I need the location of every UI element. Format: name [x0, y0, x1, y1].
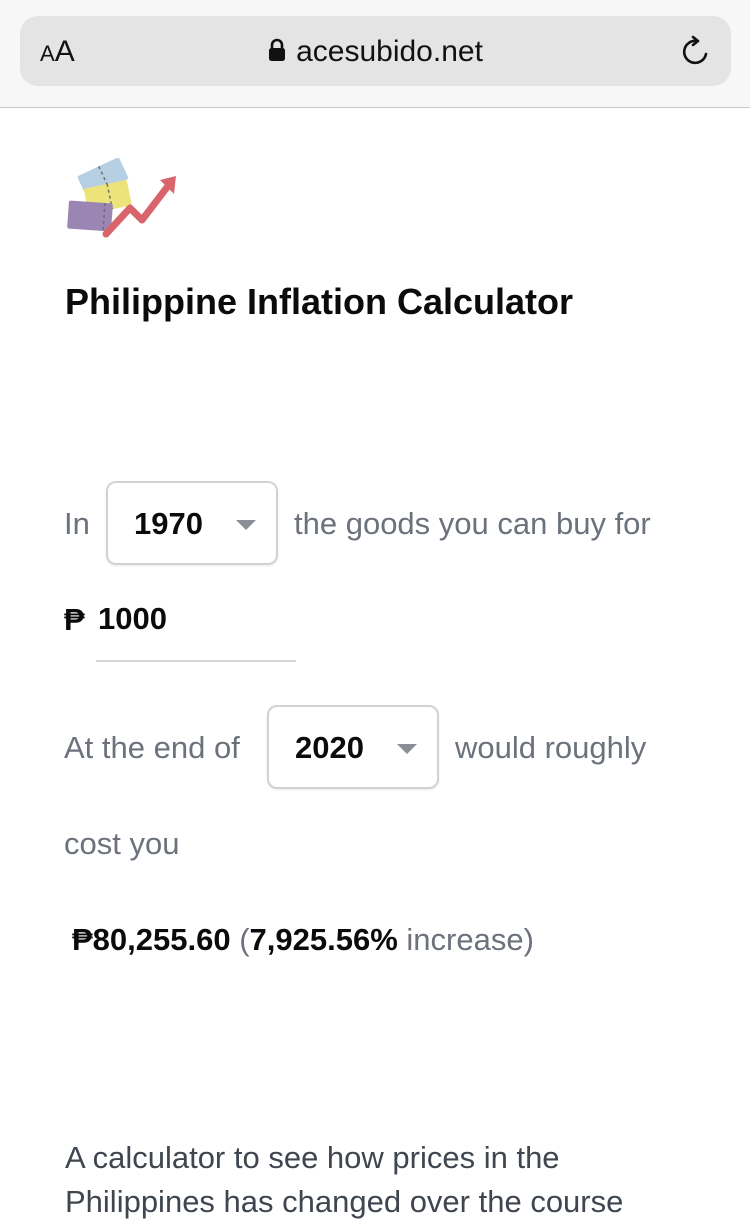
increase-text: increase)	[406, 922, 534, 957]
in-label: In	[64, 506, 90, 541]
would-text: would roughly	[455, 730, 647, 765]
end-year-value: 2020	[295, 730, 364, 765]
amount-input[interactable]	[96, 598, 296, 662]
percent-value: 7,925.56%	[249, 922, 398, 957]
lock-icon	[269, 38, 286, 61]
open-paren: (	[239, 922, 250, 957]
currency-symbol: ₱	[64, 602, 85, 637]
end-label: At the end of	[64, 730, 240, 765]
chevron-down-icon	[397, 744, 417, 754]
start-year-value: 1970	[134, 506, 203, 541]
page-title: Philippine Inflation Calculator	[65, 281, 574, 322]
reload-icon[interactable]	[679, 35, 713, 69]
cost-text: cost you	[64, 826, 180, 861]
reader-text-size-button[interactable]: AA	[40, 35, 75, 68]
browser-toolbar: AA acesubido.net	[0, 0, 750, 108]
goods-text: the goods you can buy for	[294, 506, 651, 541]
description-text: A calculator to see how prices in the Ph…	[65, 1140, 624, 1219]
address-bar[interactable]: AA acesubido.net	[20, 16, 731, 86]
url-display[interactable]: acesubido.net	[20, 35, 731, 69]
start-year-select[interactable]: 1970	[106, 481, 278, 565]
inflation-logo-icon	[67, 158, 176, 238]
result-value: ₱80,255.60	[72, 922, 231, 957]
end-year-select[interactable]: 2020	[267, 705, 439, 789]
url-text: acesubido.net	[296, 35, 483, 68]
chevron-down-icon	[236, 520, 256, 530]
result-line: ₱80,255.60 (7,925.56% increase)	[72, 920, 534, 960]
